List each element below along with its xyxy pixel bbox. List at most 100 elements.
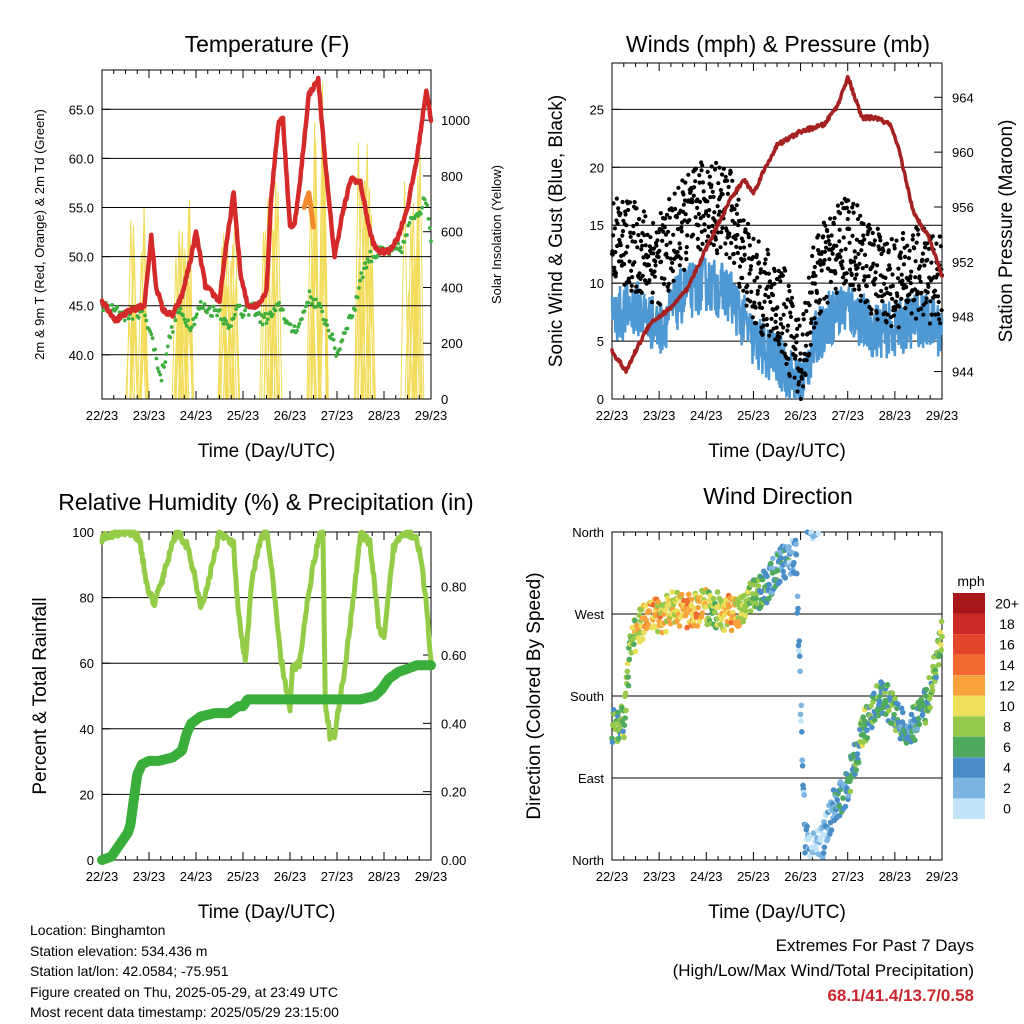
y2-tick-label: 200 [441,336,463,351]
dewpoint-point [295,328,299,333]
gust-point [935,272,940,277]
dewpoint-point [402,240,407,245]
dewpoint-point [169,325,174,329]
gust-point [710,189,715,194]
dewpoint-point [394,246,399,251]
gust-point [930,234,935,239]
gust-point [741,218,746,223]
dewpoint-point [171,330,175,334]
gust-point [834,243,839,248]
gust-point [860,266,865,271]
gust-point [665,255,670,260]
solar-trace [360,180,369,400]
gust-point [795,326,800,331]
x-tick-label: 24/23 [180,869,213,884]
station-location: Location: Binghamton [30,922,166,938]
gust-point [632,260,637,265]
direction-point [886,707,892,714]
gust-point [620,229,626,234]
gust-point [729,240,734,246]
dewpoint-point [324,318,328,323]
gust-point [887,266,893,271]
dewpoint-point [144,318,149,323]
gust-point [690,200,695,205]
gust-point [892,243,897,248]
gust-point [775,305,780,310]
dewpoint-point [182,317,187,322]
dewpoint-point [238,303,242,308]
y2-tick-label: 964 [952,90,974,105]
direction-point [804,823,810,830]
gust-point [613,271,619,276]
gust-point [656,254,661,260]
direction-point [801,792,807,798]
direction-point [640,636,646,642]
gust-point [797,323,802,328]
gust-point [919,306,924,311]
gust-point [796,380,802,385]
x-tick-label: 25/23 [227,869,260,884]
direction-point [824,835,831,842]
y2-tick-label: 1000 [441,113,470,128]
gust-point [866,222,872,227]
gust-point [852,287,857,292]
gust-point [639,290,644,295]
direction-point [632,648,639,655]
direction-point [807,853,813,859]
gust-point [904,285,909,290]
gust-point [803,343,809,348]
x-tick-label: 29/23 [415,408,448,423]
gust-point [828,216,833,221]
gust-point [746,235,751,240]
dewpoint-point [159,378,164,383]
colorbar-swatch [953,798,985,819]
gust-point [705,169,710,174]
gust-point [843,247,848,252]
dewpoint-point [259,313,264,317]
gust-point [773,312,779,318]
gust-point [748,264,754,269]
gust-point [627,200,633,205]
gust-point [778,322,784,327]
gust-point [781,325,786,330]
gust-point [924,296,929,301]
gust-point [856,251,861,256]
gust-point [781,312,786,317]
dewpoint-point [343,331,347,335]
y-tick-label: East [578,771,604,786]
dewpoint-point [184,324,189,328]
direction-point [702,604,709,610]
gust-point [651,246,656,251]
gust-point [664,212,670,217]
gust-point [821,261,826,266]
gust-point [913,275,918,280]
gust-point [864,264,869,269]
dewpoint-point [164,352,169,356]
gust-point [701,214,706,219]
gust-point [693,166,699,171]
direction-point [621,734,627,741]
gust-point [837,239,842,244]
gust-point [810,253,815,259]
direction-point [651,624,658,631]
direction-point [864,727,870,733]
gust-point [872,282,877,287]
x-tick-label: 23/23 [643,408,676,423]
gust-point [837,227,842,232]
gust-point [851,201,856,206]
gust-point [695,236,700,241]
solar-trace [273,192,283,400]
gust-point [735,232,740,238]
gust-point [839,248,844,253]
gust-point [764,316,769,322]
dewpoint-point [332,346,337,351]
temp-2m-line [99,75,434,324]
gust-point [741,245,747,250]
direction-point [768,565,774,572]
dewpoint-point [296,324,300,329]
dewpoint-point [195,312,199,317]
dewpoint-point [270,312,275,317]
colorbar-label: 4 [1003,760,1011,776]
direction-point [718,616,725,623]
